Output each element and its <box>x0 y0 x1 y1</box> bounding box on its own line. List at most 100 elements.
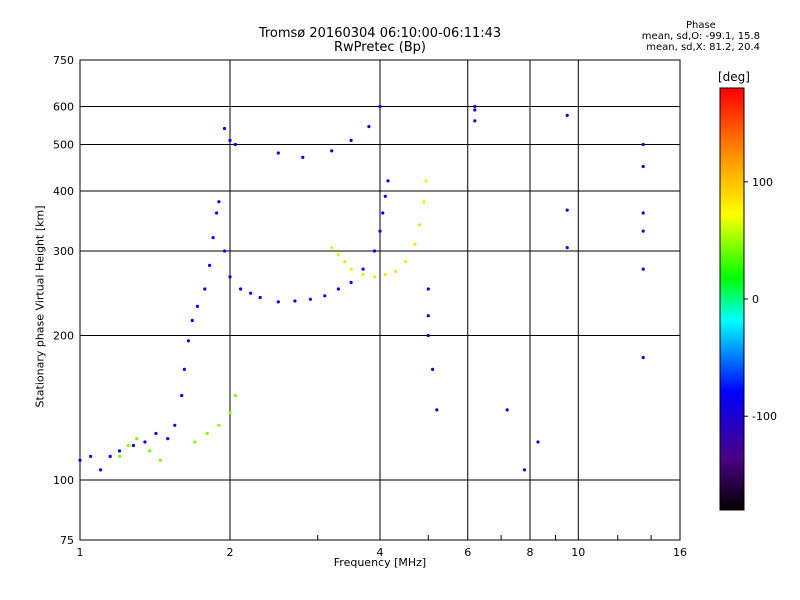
data-point <box>301 155 305 159</box>
data-point <box>565 246 569 250</box>
phase-statistics: Phase mean, sd,O: -99.1, 15.8 mean, sd,X… <box>642 20 760 53</box>
x-tick-label: 1 <box>77 546 84 559</box>
data-point <box>349 138 353 142</box>
data-point <box>308 297 312 301</box>
grid-lines <box>80 60 680 540</box>
x-tick-label: 16 <box>673 546 687 559</box>
data-point <box>372 249 377 253</box>
x-tick-label: 10 <box>571 546 585 559</box>
data-point <box>158 458 162 462</box>
y-tick-label: 100 <box>53 474 74 487</box>
data-point <box>154 431 158 436</box>
data-point <box>381 211 385 215</box>
data-point <box>330 246 334 250</box>
data-points <box>78 104 645 472</box>
data-point <box>180 393 184 398</box>
data-point <box>217 423 221 427</box>
data-point <box>126 443 130 448</box>
data-point <box>323 294 327 298</box>
colorbar-ticks: 100 0 -100 <box>744 176 777 423</box>
data-point <box>173 423 177 427</box>
data-point <box>276 151 280 155</box>
data-point <box>258 295 262 300</box>
data-point <box>182 367 186 371</box>
data-point <box>228 411 232 415</box>
data-point <box>89 454 93 458</box>
y-tick-label: 400 <box>53 185 74 198</box>
data-point <box>186 339 190 343</box>
data-point <box>641 142 645 147</box>
y-tick-label: 300 <box>53 245 74 258</box>
y-axis-label: Stationary phase Virtual Height [km] <box>33 205 47 408</box>
x-axis-label: Frequency [MHz] <box>333 556 427 569</box>
y-tick-label: 500 <box>53 139 74 152</box>
chart-title: Tromsø 20160304 06:10:00-06:11:43 <box>258 26 502 41</box>
data-point <box>641 355 645 360</box>
data-point <box>422 200 426 204</box>
data-point <box>386 179 390 183</box>
colorbar-tick-label: 0 <box>752 293 759 306</box>
data-point <box>233 142 237 147</box>
data-point <box>349 267 353 271</box>
data-point <box>383 194 387 198</box>
data-point <box>473 104 477 109</box>
data-point <box>565 208 569 212</box>
data-point <box>228 275 232 279</box>
data-point <box>195 304 199 308</box>
data-point <box>641 211 645 215</box>
data-point <box>417 223 422 227</box>
data-point <box>536 440 540 444</box>
data-point <box>117 454 122 458</box>
data-point <box>217 200 221 204</box>
data-point <box>394 269 398 273</box>
data-point <box>222 249 227 253</box>
data-point <box>148 449 152 453</box>
data-point <box>641 229 645 233</box>
data-point <box>424 179 428 183</box>
chart-subtitle: RwPretec (Bp) <box>333 40 427 55</box>
x-tick-label: 4 <box>377 546 384 559</box>
data-point <box>166 437 170 441</box>
data-point <box>522 468 527 472</box>
colorbar-tick-label: -100 <box>752 410 777 423</box>
data-point <box>505 408 509 412</box>
data-point <box>431 367 435 371</box>
data-point <box>205 431 209 436</box>
data-point <box>426 333 430 338</box>
data-point <box>78 458 82 462</box>
colorbar-unit-label: [deg] <box>718 70 750 84</box>
data-point <box>435 408 439 412</box>
data-point <box>372 275 377 279</box>
data-point <box>233 393 237 398</box>
data-point <box>293 299 297 303</box>
data-point <box>361 267 365 271</box>
data-point <box>383 272 387 277</box>
data-point <box>203 287 207 291</box>
y-tick-label: 200 <box>53 330 74 343</box>
data-point <box>403 260 408 264</box>
data-point <box>413 242 417 246</box>
data-point <box>143 440 147 444</box>
data-point <box>565 113 569 117</box>
data-point <box>117 449 122 453</box>
data-point <box>343 260 347 264</box>
colorbar <box>719 87 745 511</box>
data-point <box>228 138 232 142</box>
data-point <box>135 437 139 441</box>
data-point <box>276 300 280 304</box>
x-tick-label: 8 <box>527 546 534 559</box>
tick-labels: 1 2 4 6 8 10 16 75 100 200 300 400 500 600 750 <box>53 54 687 559</box>
data-point <box>641 164 645 169</box>
data-point <box>222 126 227 131</box>
data-point <box>330 149 334 153</box>
y-tick-label: 750 <box>53 54 74 67</box>
data-point <box>367 125 371 129</box>
colorbar-tick-label: 100 <box>752 176 773 189</box>
data-point <box>378 104 382 109</box>
y-tick-label: 75 <box>60 534 74 547</box>
data-point <box>193 440 197 444</box>
data-point <box>190 318 194 323</box>
phase-extraordinary-stats: mean, sd,X: 81.2, 20.4 <box>646 42 760 53</box>
data-point <box>378 229 382 233</box>
